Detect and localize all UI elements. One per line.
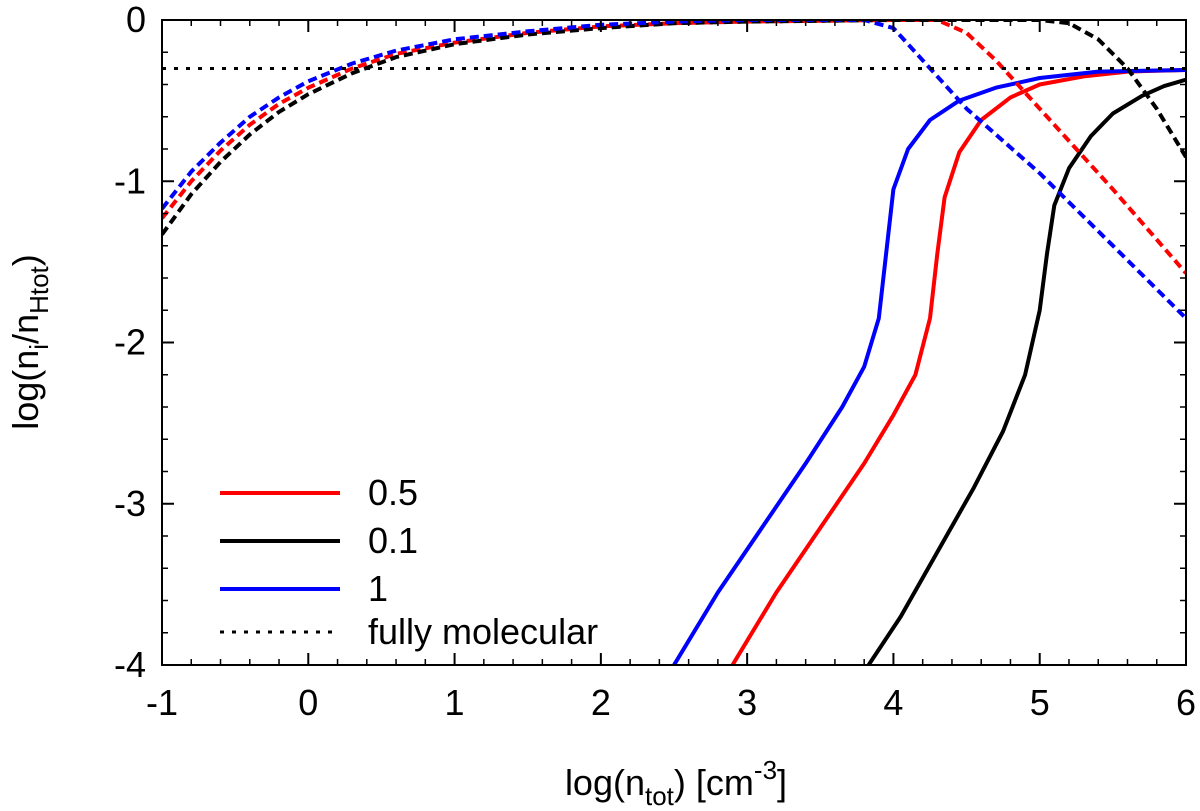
x-tick-label: 4	[883, 682, 903, 723]
y-tick-label: -3	[114, 483, 146, 524]
series-line-0.1-dashed	[162, 20, 1186, 236]
series-layer	[162, 20, 1186, 665]
series-line-0.5-dashed	[162, 20, 1186, 275]
legend-label-1: 1	[368, 568, 388, 609]
series-line-0.5-solid	[730, 68, 1186, 665]
legend-label-fully-molecular: fully molecular	[368, 611, 598, 652]
x-tick-label: 1	[445, 682, 465, 723]
legend: 0.5 0.1 1 fully molecular	[220, 472, 598, 652]
legend-label-0.1: 0.1	[368, 520, 418, 561]
legend-label-0.5: 0.5	[368, 472, 418, 513]
x-axis-title: log(ntot) [cm-3]	[565, 755, 787, 811]
y-tick-label: -2	[114, 322, 146, 363]
x-tick-label: -1	[146, 682, 178, 723]
x-tick-label: 6	[1176, 682, 1196, 723]
x-tick-label: 2	[591, 682, 611, 723]
series-line-1-dashed	[162, 20, 1186, 320]
y-axis-title: log(ni/nHtot)	[5, 254, 54, 430]
y-tick-label: -4	[114, 644, 146, 685]
x-tick-label: 5	[1030, 682, 1050, 723]
x-tick-label: 0	[298, 682, 318, 723]
y-tick-label: 0	[126, 0, 146, 40]
series-line-1-solid	[672, 68, 1186, 665]
x-tick-label: 3	[737, 682, 757, 723]
series-line-0.1-solid	[866, 77, 1186, 665]
tick-layer: -1 0 1 2 3 4 5 6 0 -1 -2 -3 -4	[114, 0, 1196, 723]
y-tick-label: -1	[114, 160, 146, 201]
